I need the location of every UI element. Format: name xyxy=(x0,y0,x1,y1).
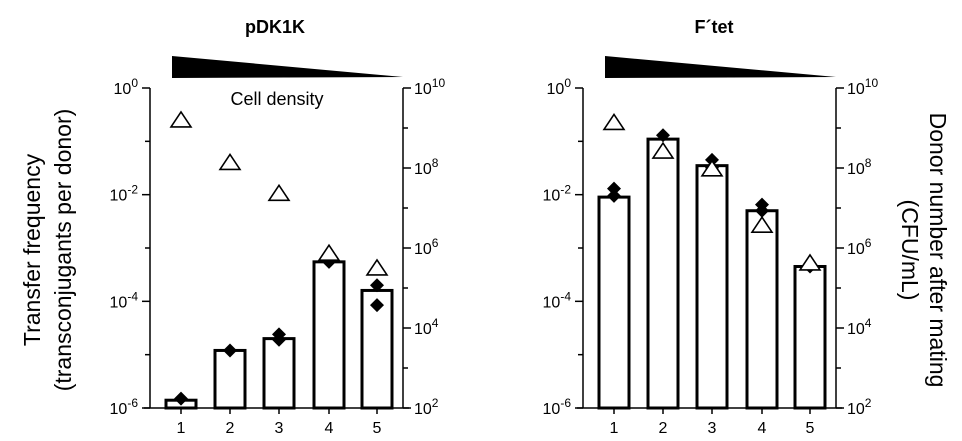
x-tick-label: 5 xyxy=(806,420,815,437)
right-tick-label: 108 xyxy=(414,156,439,178)
x-tick-label: 2 xyxy=(659,420,668,437)
right-tick-label: 104 xyxy=(414,316,439,338)
x-tick-label: 3 xyxy=(708,420,717,437)
bar xyxy=(695,164,729,410)
right-tick-label: 102 xyxy=(414,396,439,418)
x-tick-label: 4 xyxy=(758,420,767,437)
panel-1: pDK1K Cell density 100 10-2 10-4 10-6 1010 108 1… xyxy=(19,17,445,437)
right-tick-label: 106 xyxy=(414,236,439,258)
chart-title: F´tet xyxy=(695,17,734,37)
triangle-point xyxy=(750,215,774,234)
diamond-point xyxy=(607,181,621,196)
chart-title: pDK1K xyxy=(245,17,305,37)
left-tick-label: 10-2 xyxy=(110,183,139,205)
diamond-point xyxy=(607,188,621,203)
diamond-point xyxy=(370,298,384,313)
density-wedge xyxy=(172,56,403,78)
left-tick-label: 10-4 xyxy=(543,289,572,311)
left-tick-label: 100 xyxy=(547,76,572,98)
panel-2: F´tet 100 10-2 10-4 10-6 1010 108 106 104 102 1 2 3 4… xyxy=(543,17,951,437)
triangle-point xyxy=(798,253,822,271)
bar xyxy=(646,137,680,410)
triangle-point xyxy=(317,243,341,261)
right-tick-label: 108 xyxy=(847,156,872,178)
triangle-point xyxy=(602,113,626,131)
bar xyxy=(745,209,779,410)
y-right-label-line2: (CFU/mL) xyxy=(897,200,923,301)
triangle-point xyxy=(267,183,291,202)
right-tick-label: 104 xyxy=(847,316,872,338)
left-tick-label: 10-6 xyxy=(543,396,572,418)
diamond-point xyxy=(223,343,237,358)
x-tick-label: 5 xyxy=(373,420,382,437)
bar xyxy=(213,348,247,410)
right-tick-label: 106 xyxy=(847,236,872,258)
diamond-point xyxy=(272,332,286,347)
density-wedge xyxy=(605,56,836,78)
x-tick-label: 4 xyxy=(325,420,334,437)
x-tick-label: 1 xyxy=(610,420,619,437)
left-tick-label: 100 xyxy=(114,76,139,98)
bar xyxy=(262,337,296,410)
bar xyxy=(793,264,827,410)
right-tick-label: 1010 xyxy=(414,76,445,98)
left-tick-label: 10-2 xyxy=(543,183,572,205)
x-tick-label: 3 xyxy=(275,420,284,437)
triangle-point xyxy=(651,141,675,159)
diamond-point xyxy=(755,203,769,218)
y-left-label: Transfer frequency xyxy=(19,153,45,346)
left-tick-label: 10-6 xyxy=(110,396,139,418)
x-tick-label: 1 xyxy=(177,420,186,437)
triangle-point xyxy=(365,258,389,276)
right-tick-label: 102 xyxy=(847,396,872,418)
diamond-point xyxy=(370,278,384,293)
triangle-point xyxy=(169,110,193,128)
diamond-point xyxy=(656,128,670,143)
diamond-point xyxy=(174,391,188,406)
triangle-point xyxy=(700,159,724,177)
bar xyxy=(597,195,631,410)
wedge-label: Cell density xyxy=(230,89,323,109)
bar xyxy=(312,260,346,410)
y-left-label-line2: (transconjugants per donor) xyxy=(50,109,76,392)
right-tick-label: 1010 xyxy=(847,76,878,98)
left-tick-label: 10-4 xyxy=(110,289,139,311)
y-right-label: Donor number after mating xyxy=(925,113,951,388)
x-tick-label: 2 xyxy=(226,420,235,437)
triangle-point xyxy=(218,153,242,171)
